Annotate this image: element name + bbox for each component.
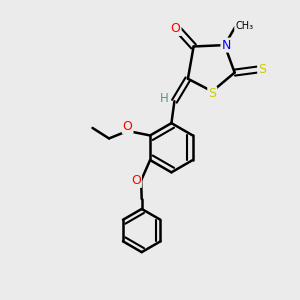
Text: H: H <box>160 92 169 105</box>
Text: CH₃: CH₃ <box>235 21 253 31</box>
Text: S: S <box>258 63 266 76</box>
Text: O: O <box>131 174 141 187</box>
Text: O: O <box>123 120 133 133</box>
Text: N: N <box>221 39 231 52</box>
Text: O: O <box>171 22 181 35</box>
Text: S: S <box>208 87 216 100</box>
